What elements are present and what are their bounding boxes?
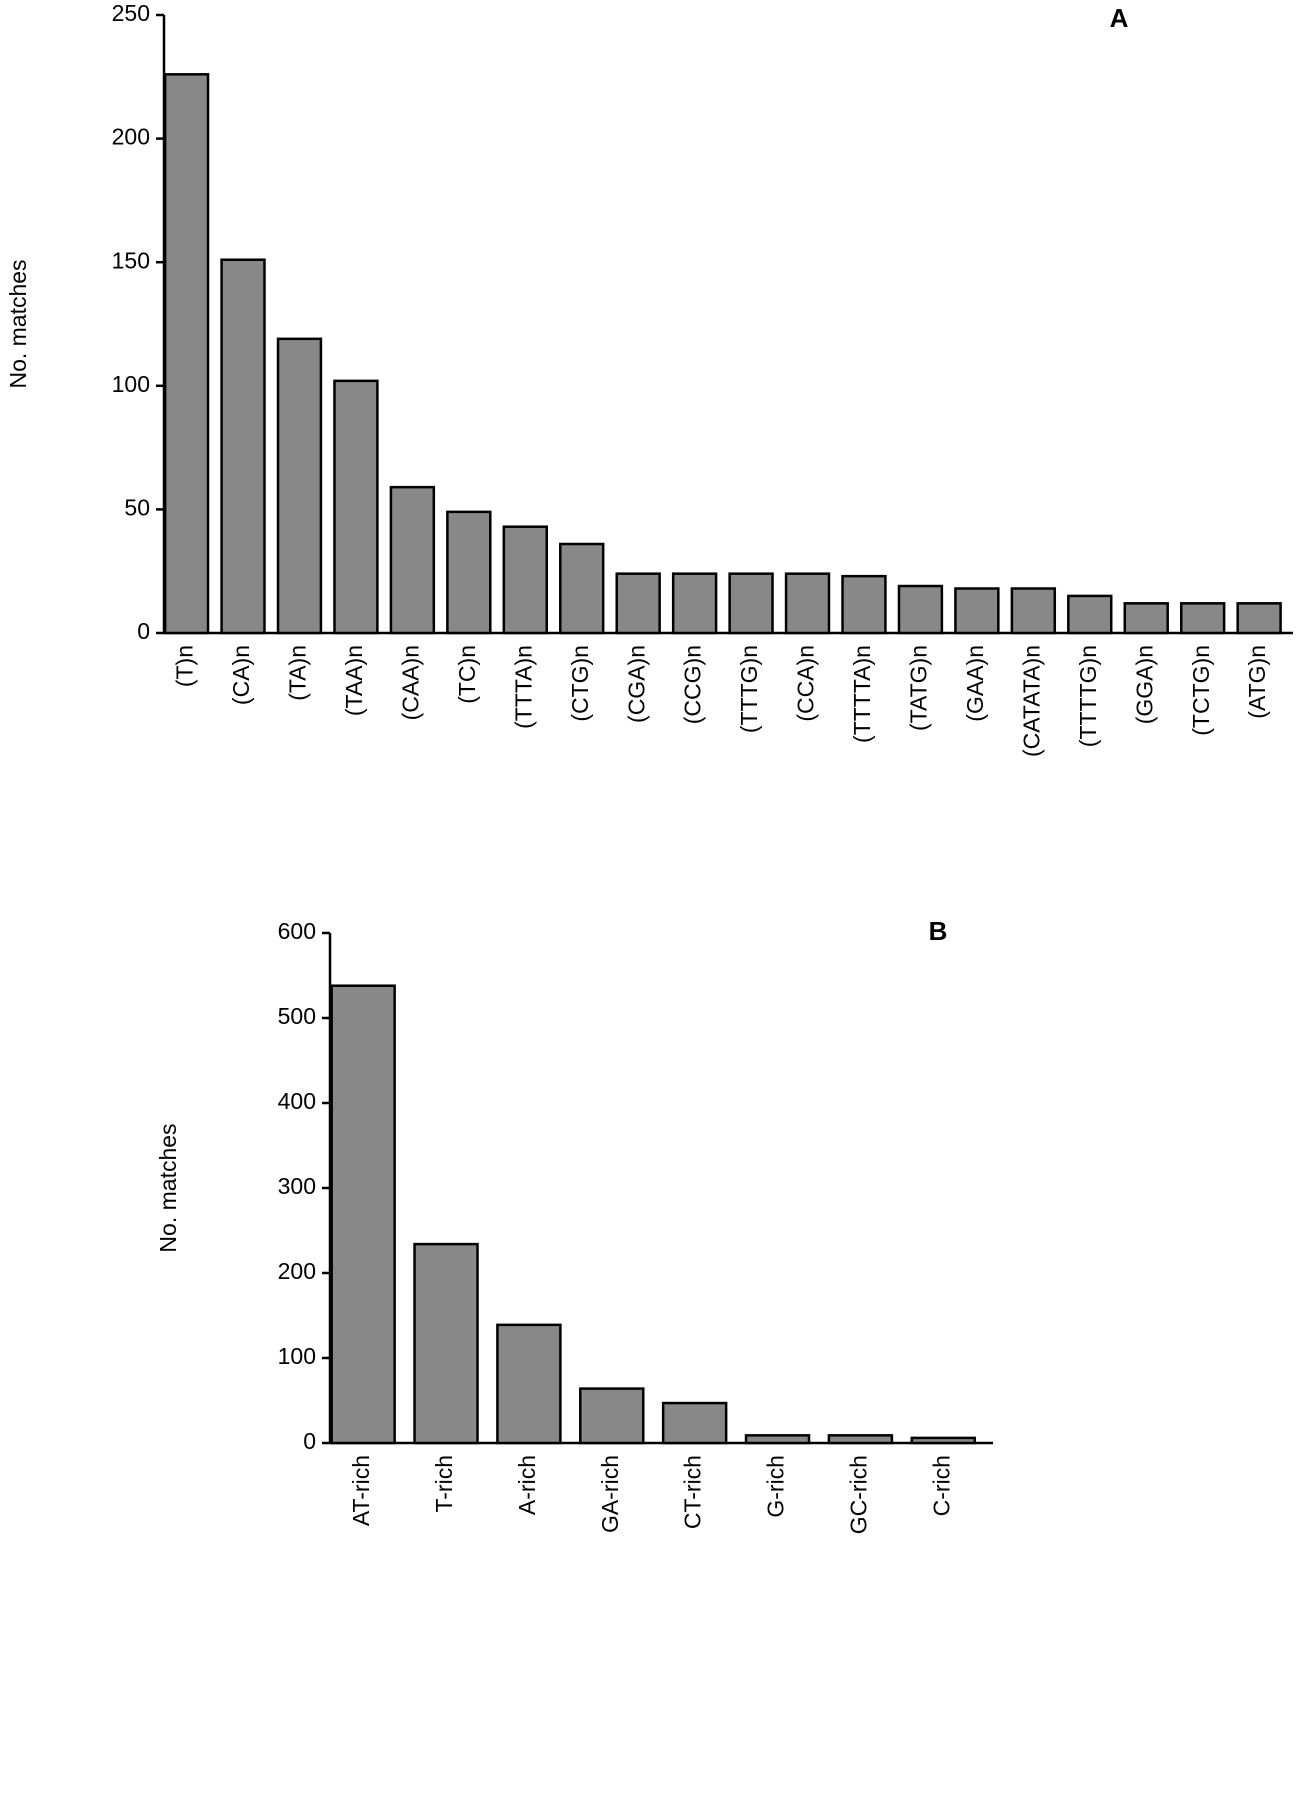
panel-label: B: [929, 916, 948, 946]
bar: [496, 1323, 562, 1445]
bar: [1236, 602, 1282, 635]
bar: [559, 542, 605, 635]
x-tick-label: GC-rich: [845, 1455, 871, 1534]
y-axis-label: No. matches: [155, 1123, 181, 1252]
bar: [897, 584, 944, 635]
bar: [220, 258, 266, 635]
x-tick-label: GA-rich: [597, 1455, 623, 1533]
y-tick-label: 400: [278, 1088, 316, 1114]
x-tick-label: (ATG)n: [1244, 645, 1270, 719]
x-tick-label: (TC)n: [454, 645, 480, 704]
y-tick-label: 200: [278, 1258, 316, 1284]
bar: [954, 587, 1000, 635]
bar: [744, 1434, 811, 1445]
y-tick-label: 200: [112, 124, 150, 150]
x-tick-label: C-rich: [928, 1455, 954, 1516]
x-tick-label: (TCTG)n: [1188, 645, 1214, 736]
x-tick-label: AT-rich: [348, 1455, 374, 1526]
y-tick-label: 0: [303, 1428, 316, 1454]
bar: [728, 572, 774, 635]
x-tick-label: T-rich: [431, 1455, 457, 1513]
bar: [841, 574, 887, 635]
y-tick-label: 250: [112, 0, 150, 26]
y-tick-label: 100: [278, 1343, 316, 1369]
bar: [1179, 602, 1226, 635]
y-tick-label: 500: [278, 1003, 316, 1029]
bar: [1067, 594, 1113, 635]
y-tick-label: 300: [278, 1173, 316, 1199]
x-tick-label: (CCG)n: [680, 645, 706, 724]
bar: [910, 1436, 977, 1445]
bar: [276, 337, 323, 635]
x-tick-label: (TA)n: [285, 645, 311, 701]
bar: [330, 984, 396, 1445]
x-tick-label: A-rich: [514, 1455, 540, 1515]
bar: [502, 525, 548, 635]
x-tick-label: (CAA)n: [397, 645, 423, 720]
bar: [446, 510, 492, 635]
x-tick-label: (TTTTA)n: [849, 645, 875, 743]
x-tick-label: (TTTG)n: [736, 645, 762, 733]
bar: [389, 485, 436, 635]
panel-label: A: [1110, 3, 1129, 33]
x-tick-label: (TAA)n: [341, 645, 367, 716]
x-tick-label: CT-rich: [680, 1455, 706, 1529]
y-tick-label: 600: [278, 918, 316, 944]
x-tick-label: (T)n: [172, 645, 198, 687]
x-tick-label: (TTTTG)n: [1075, 645, 1101, 747]
bar: [661, 1401, 728, 1445]
y-tick-label: 50: [124, 494, 150, 520]
x-tick-label: (CTG)n: [567, 645, 593, 722]
bar: [413, 1242, 479, 1445]
bar: [615, 572, 661, 635]
y-tick-label: 0: [137, 618, 150, 644]
x-tick-label: (TTTA)n: [510, 645, 536, 729]
x-tick-label: (GGA)n: [1131, 645, 1157, 724]
bar: [579, 1387, 645, 1445]
bar: [1123, 602, 1169, 635]
x-tick-label: (GAA)n: [962, 645, 988, 722]
x-tick-label: (TATG)n: [906, 645, 932, 731]
bar: [333, 379, 379, 635]
x-tick-label: (CA)n: [228, 645, 254, 705]
x-tick-label: (CATATA)n: [1018, 645, 1044, 757]
bar: [671, 572, 718, 635]
y-axis-label: No. matches: [5, 259, 31, 388]
bar: [163, 73, 210, 635]
bar: [784, 572, 831, 635]
y-tick-label: 150: [112, 247, 150, 273]
bar: [1010, 587, 1057, 635]
x-tick-label: (CCA)n: [793, 645, 819, 722]
x-tick-label: G-rich: [763, 1455, 789, 1518]
x-tick-label: (CGA)n: [623, 645, 649, 723]
bar: [827, 1434, 894, 1445]
y-tick-label: 100: [112, 371, 150, 397]
